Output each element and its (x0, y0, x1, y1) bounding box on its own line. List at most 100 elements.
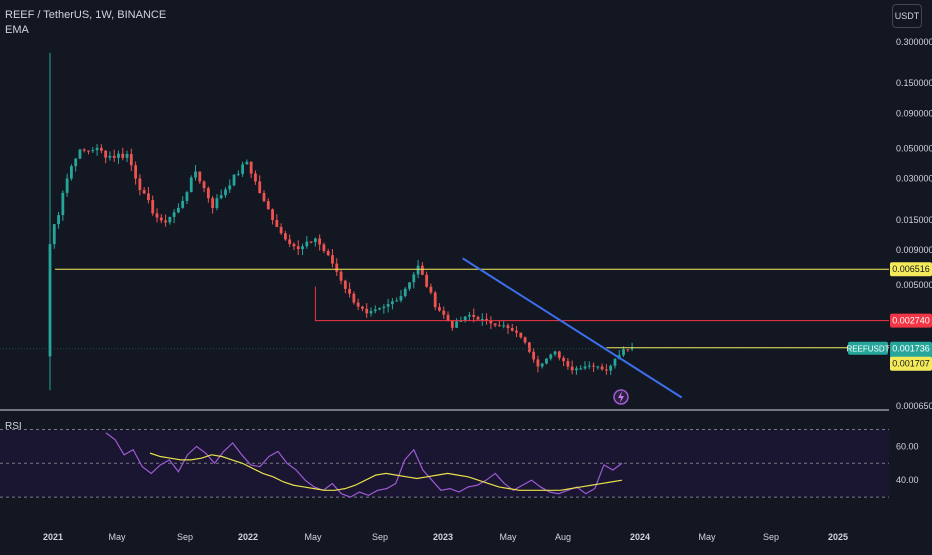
candle-body (95, 147, 99, 151)
candle-body (343, 280, 347, 289)
candle-body (626, 349, 630, 351)
candle-body (155, 213, 159, 218)
rsi-label[interactable]: RSI (5, 421, 22, 432)
candle-body (61, 192, 65, 216)
candle-body (630, 347, 634, 350)
time-tick-label: May (499, 532, 517, 542)
candle-body (266, 201, 270, 210)
candle-body (463, 316, 467, 321)
candle-body (596, 366, 600, 368)
candle-body (622, 349, 625, 356)
price-tick-label: 0.300000 (896, 37, 932, 47)
candle-body (121, 153, 125, 158)
chart-header: REEF / TetherUS, 1W, BINANCE EMA (5, 9, 166, 37)
symbol-tag: REEFUSDT (846, 345, 889, 354)
time-tick-label: 2022 (238, 532, 258, 542)
candle-body (91, 150, 95, 152)
candle-body (438, 307, 441, 311)
candle-body (219, 195, 223, 199)
candle-body (313, 238, 317, 243)
candle-body (326, 251, 330, 256)
candles-group (48, 52, 634, 391)
resistance-line (314, 286, 889, 322)
trendline (462, 257, 683, 399)
candle-body (112, 155, 116, 158)
candle-body (147, 193, 150, 201)
time-tick-label: May (698, 532, 716, 542)
candle-body (194, 171, 197, 178)
candle-body (159, 217, 163, 221)
candle-body (279, 226, 283, 234)
candle-body (480, 318, 484, 320)
candle-body (198, 171, 202, 182)
candle-body (566, 361, 570, 367)
candle-body (129, 154, 133, 166)
resistance-price-tag-bg (890, 313, 932, 328)
price-tick-label: 0.050000 (896, 143, 932, 153)
candle-body (65, 178, 69, 193)
candle-body (322, 244, 326, 252)
candle-body (292, 243, 296, 247)
currency-button[interactable]: USDT (892, 4, 922, 28)
candle-body (181, 200, 185, 208)
candle-body (241, 164, 244, 174)
lightning-icon (618, 391, 624, 403)
time-tick-label: Sep (763, 532, 779, 542)
candle-body (446, 314, 450, 321)
candle-body (472, 314, 476, 317)
resistance-price-tag: 0.002740 (892, 316, 930, 326)
candle-body (104, 150, 108, 158)
candle-body (245, 161, 249, 165)
candle-body (142, 190, 146, 194)
candle-body (468, 314, 471, 317)
candle-body (108, 155, 112, 158)
entry-price-tag: 0.001707 (892, 359, 930, 369)
candle-body (236, 173, 240, 175)
candle-body (536, 359, 540, 367)
candle-body (609, 365, 613, 371)
candle-body (224, 189, 227, 196)
candle-body (502, 325, 506, 327)
candle-body (403, 288, 407, 297)
indicator-ema-label[interactable]: EMA (5, 24, 29, 36)
candle-body (168, 216, 172, 223)
candle-body (476, 316, 480, 320)
candle-body (433, 292, 437, 308)
candle-body (455, 321, 458, 328)
candle-body (271, 209, 274, 220)
candle-body (82, 149, 86, 151)
candle-body (164, 220, 167, 223)
candle-body (284, 233, 287, 240)
symbol-title[interactable]: REEF / TetherUS, 1W, BINANCE (5, 9, 167, 21)
candle-body (523, 337, 527, 343)
candle-body (420, 265, 424, 275)
candle-body (138, 178, 142, 191)
candle-body (532, 351, 536, 360)
time-tick-label: Aug (555, 532, 571, 542)
candle-body (228, 185, 232, 190)
candle-body (348, 288, 351, 294)
candle-body (151, 200, 155, 214)
candle-body (498, 325, 501, 327)
candle-body (361, 306, 364, 309)
candle-body (275, 219, 279, 227)
candle-body (356, 302, 360, 307)
candle-body (117, 153, 120, 158)
support-price-tag: 0.006516 (892, 264, 930, 274)
candle-body (506, 325, 510, 329)
time-tick-label: 2024 (630, 532, 650, 542)
time-tick-label: May (108, 532, 126, 542)
candle-body (545, 358, 548, 364)
candle-body (249, 161, 253, 174)
candle-body (408, 282, 411, 289)
candle-body (553, 351, 557, 355)
candle-body (386, 304, 390, 307)
candle-body (442, 310, 446, 315)
time-tick-label: 2021 (43, 532, 63, 542)
candle-body (399, 296, 403, 301)
candle-body (74, 158, 78, 167)
time-tick-label: Sep (372, 532, 388, 542)
candle-body (549, 354, 553, 359)
